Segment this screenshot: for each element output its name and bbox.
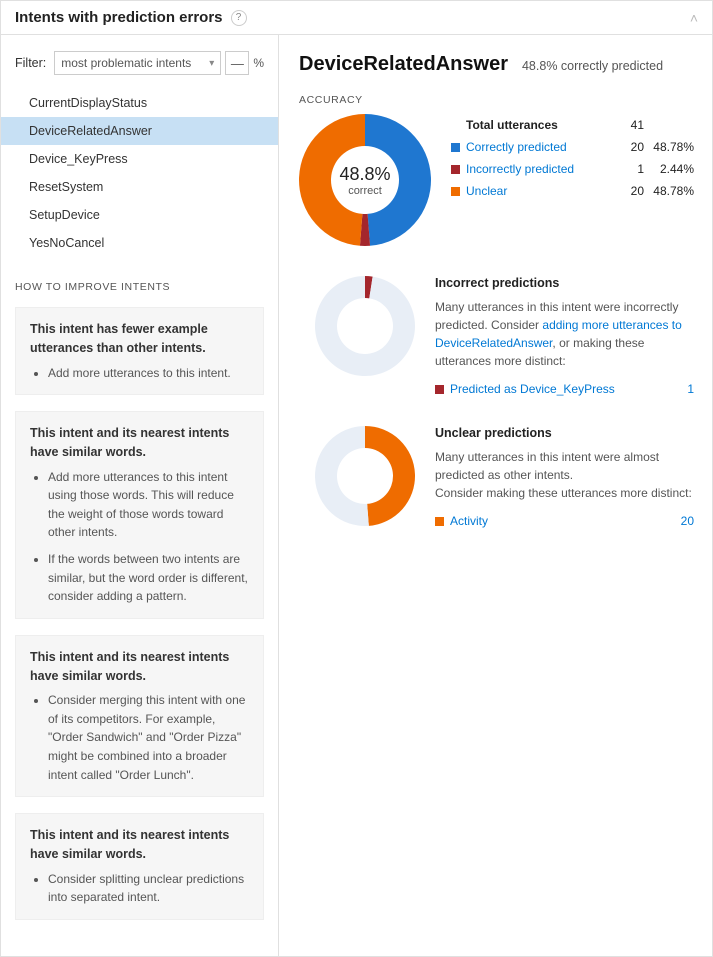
intent-item[interactable]: SetupDevice xyxy=(1,201,278,229)
tips-container: This intent has fewer example utterances… xyxy=(15,307,264,920)
swatch-icon xyxy=(451,165,460,174)
accuracy-label: ACCURACY xyxy=(299,94,694,106)
stats-table: Total utterances 41 Correctly predicted2… xyxy=(451,114,694,246)
stats-row-pct: 48.78% xyxy=(644,140,694,154)
stats-row-label[interactable]: Unclear xyxy=(466,184,610,198)
unclear-info: Unclear predictions Many utterances in t… xyxy=(435,426,694,528)
pred-item-count[interactable]: 20 xyxy=(664,514,694,528)
accuracy-donut: 48.8% correct xyxy=(299,114,431,246)
stats-row-count: 20 xyxy=(610,140,644,154)
tip-bullet: If the words between two intents are sim… xyxy=(48,550,249,606)
intent-item[interactable]: CurrentDisplayStatus xyxy=(1,89,278,117)
incorrect-donut xyxy=(315,276,415,376)
sidebar: Filter: most problematic intents — % Cur… xyxy=(1,35,279,956)
donut-slice xyxy=(299,114,365,246)
intent-list: CurrentDisplayStatusDeviceRelatedAnswerD… xyxy=(1,89,278,257)
pred-item-label[interactable]: Predicted as Device_KeyPress xyxy=(450,382,664,396)
stats-row-count: 1 xyxy=(610,162,644,176)
help-icon[interactable]: ? xyxy=(231,10,247,26)
stats-row-label[interactable]: Correctly predicted xyxy=(466,140,610,154)
filter-pct-label: % xyxy=(253,56,264,70)
intent-item[interactable]: Device_KeyPress xyxy=(1,145,278,173)
accuracy-donut-svg xyxy=(299,114,431,246)
tip-card: This intent and its nearest intents have… xyxy=(15,411,264,619)
tip-card: This intent and its nearest intents have… xyxy=(15,813,264,920)
filter-minus-button[interactable]: — xyxy=(225,51,249,75)
swatch-icon xyxy=(435,385,444,394)
tip-heading: This intent and its nearest intents have… xyxy=(30,424,249,462)
stats-row: Incorrectly predicted12.44% xyxy=(451,158,694,180)
swatch-icon xyxy=(451,187,460,196)
unclear-desc: Many utterances in this intent were almo… xyxy=(435,448,694,502)
tip-bullet: Add more utterances to this intent using… xyxy=(48,468,249,542)
unclear-row: Unclear predictions Many utterances in t… xyxy=(299,426,694,528)
main: DeviceRelatedAnswer 48.8% correctly pred… xyxy=(279,35,712,956)
intent-item[interactable]: DeviceRelatedAnswer xyxy=(1,117,278,145)
collapse-icon[interactable]: ˄ xyxy=(690,10,698,26)
filter-row: Filter: most problematic intents — % xyxy=(1,45,278,89)
tip-bullet: Consider merging this intent with one of… xyxy=(48,691,249,784)
intent-item[interactable]: ResetSystem xyxy=(1,173,278,201)
stats-row-pct: 2.44% xyxy=(644,162,694,176)
panel-title: Intents with prediction errors xyxy=(15,9,223,26)
pred-item-label[interactable]: Activity xyxy=(450,514,664,528)
filter-select[interactable]: most problematic intents xyxy=(54,51,221,75)
tip-heading: This intent has fewer example utterances… xyxy=(30,320,249,358)
donut-slice xyxy=(365,426,415,526)
donut-slice xyxy=(315,426,369,526)
pred-item: Activity20 xyxy=(435,514,694,528)
tip-heading: This intent and its nearest intents have… xyxy=(30,826,249,864)
panel: Intents with prediction errors ? ˄ Filte… xyxy=(0,0,713,957)
tip-bullet: Consider splitting unclear predictions i… xyxy=(48,870,249,907)
stats-row-pct: 48.78% xyxy=(644,184,694,198)
tip-bullet: Add more utterances to this intent. xyxy=(48,364,249,383)
main-header: DeviceRelatedAnswer 48.8% correctly pred… xyxy=(299,53,694,76)
stats-row-label[interactable]: Incorrectly predicted xyxy=(466,162,610,176)
main-title: DeviceRelatedAnswer xyxy=(299,53,508,76)
incorrect-info: Incorrect predictions Many utterances in… xyxy=(435,276,694,396)
incorrect-row: Incorrect predictions Many utterances in… xyxy=(299,276,694,396)
main-subtitle: 48.8% correctly predicted xyxy=(522,59,663,73)
intent-item[interactable]: YesNoCancel xyxy=(1,229,278,257)
filter-label: Filter: xyxy=(15,56,46,70)
panel-body: Filter: most problematic intents — % Cur… xyxy=(1,35,712,956)
unclear-donut xyxy=(315,426,415,526)
incorrect-donut-svg xyxy=(315,276,415,376)
stats-row: Unclear2048.78% xyxy=(451,180,694,202)
stats-row: Correctly predicted2048.78% xyxy=(451,136,694,158)
stats-total-row: Total utterances 41 xyxy=(451,114,694,136)
stats-total-label: Total utterances xyxy=(466,118,610,132)
unclear-donut-svg xyxy=(315,426,415,526)
panel-header: Intents with prediction errors ? ˄ xyxy=(1,1,712,35)
stats-total-count: 41 xyxy=(610,118,644,132)
improve-section: HOW TO IMPROVE INTENTS This intent has f… xyxy=(1,257,278,920)
unclear-title: Unclear predictions xyxy=(435,426,694,440)
pred-item-count[interactable]: 1 xyxy=(664,382,694,396)
pred-item: Predicted as Device_KeyPress1 xyxy=(435,382,694,396)
swatch-icon xyxy=(451,143,460,152)
tip-card: This intent has fewer example utterances… xyxy=(15,307,264,395)
donut-slice xyxy=(365,114,431,246)
tip-heading: This intent and its nearest intents have… xyxy=(30,648,249,686)
incorrect-desc: Many utterances in this intent were inco… xyxy=(435,298,694,370)
stats-row-count: 20 xyxy=(610,184,644,198)
donut-slice xyxy=(315,276,415,376)
filter-selected-value: most problematic intents xyxy=(61,56,191,70)
tip-card: This intent and its nearest intents have… xyxy=(15,635,264,797)
accuracy-row: 48.8% correct Total utterances 41 Correc… xyxy=(299,114,694,246)
incorrect-title: Incorrect predictions xyxy=(435,276,694,290)
improve-title: HOW TO IMPROVE INTENTS xyxy=(15,281,264,293)
swatch-icon xyxy=(435,517,444,526)
